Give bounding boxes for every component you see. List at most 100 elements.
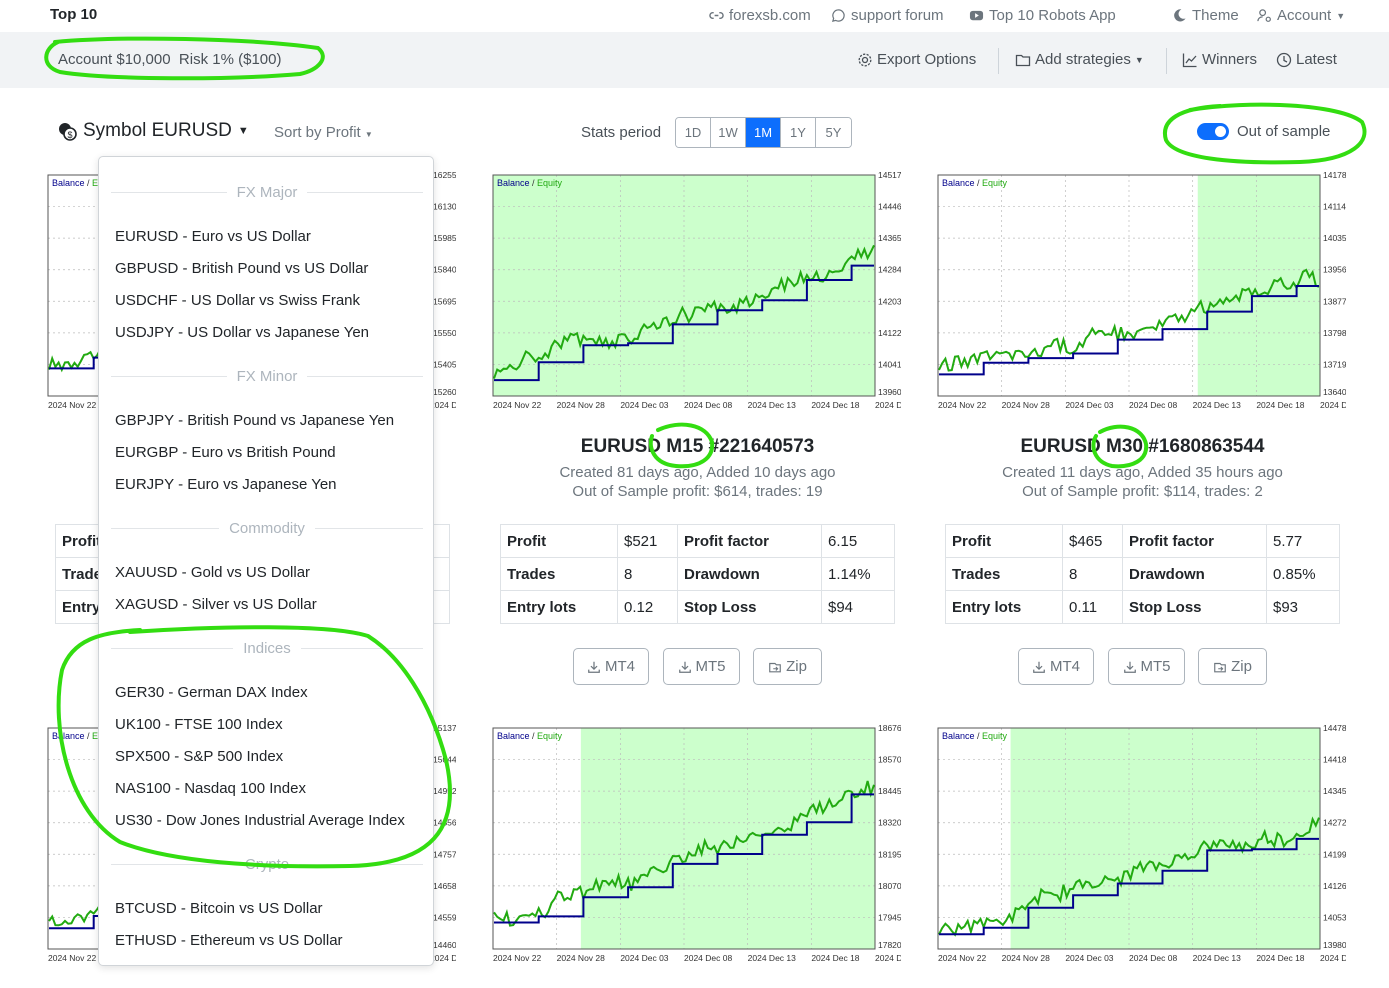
- x-tick-label: 2024 Dec 13: [748, 400, 796, 410]
- dropdown-item-nas100[interactable]: NAS100 - Nasdaq 100 Index: [115, 780, 306, 797]
- youtube-icon: [969, 10, 984, 21]
- theme-label: Theme: [1192, 7, 1239, 24]
- dropdown-item-gbpusd[interactable]: GBPUSD - British Pound vs US Dollar: [115, 260, 369, 277]
- theme-menu[interactable]: Theme: [1172, 7, 1239, 24]
- strategy-id: #1680863544: [1148, 436, 1265, 457]
- x-tick-label: 2024 Dec 23: [875, 953, 901, 963]
- y-tick-label: 18070: [878, 881, 901, 891]
- dropdown-item-uk100[interactable]: UK100 - FTSE 100 Index: [115, 716, 283, 733]
- chart-svg: Balance / Equity 14478 14418 14345 14272 1419…: [937, 725, 1346, 963]
- brand-title[interactable]: Top 10: [50, 6, 98, 23]
- winners-button[interactable]: Winners: [1182, 51, 1257, 68]
- dropdown-item-usdjpy[interactable]: USDJPY - US Dollar vs Japanese Yen: [115, 324, 370, 341]
- download-mt5-button[interactable]: MT5: [1108, 648, 1185, 685]
- support-forum-link[interactable]: support forum: [831, 7, 944, 24]
- group-header-label: FX Minor: [236, 368, 298, 385]
- robots-app-link[interactable]: Top 10 Robots App: [969, 7, 1116, 24]
- download-mt4-button[interactable]: MT4: [1018, 648, 1094, 685]
- y-tick-label: 14517: [878, 172, 901, 180]
- y-tick-label: 15405: [433, 359, 456, 369]
- plot-frame: [937, 727, 1321, 950]
- dropdown-item-btcusd[interactable]: BTCUSD - Bitcoin vs US Dollar: [115, 900, 323, 917]
- account-menu[interactable]: Account ▼: [1257, 7, 1345, 24]
- stat-key: Entry lots: [945, 590, 1063, 624]
- toggle-switch[interactable]: [1197, 123, 1229, 140]
- strategy-stats-table: Profit $521 Profit factor 6.15 Trades 8 …: [500, 524, 895, 624]
- latest-button[interactable]: Latest: [1276, 51, 1337, 68]
- strategy-stats-table: Profit $465 Profit factor 5.77 Trades 8 …: [945, 524, 1340, 624]
- y-tick-label: 13877: [1323, 296, 1346, 306]
- out-of-sample-toggle[interactable]: Out of sample: [1197, 123, 1330, 140]
- period-button-1d[interactable]: 1D: [676, 118, 711, 147]
- stat-key: Drawdown: [677, 557, 822, 591]
- out-of-sample-region: [580, 728, 875, 949]
- balance-equity-chart-3[interactable]: Balance / Equity 14178 14114 14035 13956 1387…: [936, 172, 1346, 412]
- equity-series-line: [493, 780, 875, 927]
- y-tick-label: 14658: [433, 881, 456, 891]
- y-tick-label: 14053: [1323, 912, 1346, 922]
- dropdown-item-ger30[interactable]: GER30 - German DAX Index: [115, 684, 308, 701]
- group-header-label: Commodity: [229, 520, 305, 537]
- balance-equity-chart-2[interactable]: Balance / Equity 14517 14446 14365 14284 1420…: [491, 172, 901, 412]
- add-strategies-button[interactable]: Add strategies ▼: [1015, 51, 1144, 68]
- dropdown-item-eurjpy[interactable]: EURJPY - Euro vs Japanese Yen: [115, 476, 337, 493]
- legend-balance: Balance: [497, 731, 530, 741]
- table-row: Trades 8 Drawdown 0.85%: [945, 557, 1340, 591]
- dropdown-item-ethusd[interactable]: ETHUSD - Ethereum vs US Dollar: [115, 932, 343, 949]
- dropdown-group-header: FX Major: [111, 184, 423, 201]
- caret-down-icon: ▼: [237, 125, 249, 137]
- y-tick-label: 13798: [1323, 328, 1346, 338]
- download-zip-button[interactable]: Zip: [753, 648, 822, 685]
- x-tick-label: 2024 Nov 28: [1002, 400, 1050, 410]
- export-options-button[interactable]: Export Options: [857, 51, 976, 68]
- dropdown-item-us30[interactable]: US30 - Dow Jones Industrial Average Inde…: [115, 812, 405, 829]
- dropdown-item-eurgbp[interactable]: EURGBP - Euro vs British Pound: [115, 444, 336, 461]
- sort-prefix: Sort by: [274, 124, 322, 141]
- download-icon: [1123, 661, 1136, 673]
- forexsb-link[interactable]: forexsb.com: [709, 7, 811, 24]
- strategy-title[interactable]: EURUSD M15 #221640573: [500, 436, 895, 458]
- y-tick-label: 14041: [878, 359, 901, 369]
- strategy-symbol: EURUSD: [1020, 436, 1101, 457]
- chart-svg: Balance / Equity 14517 14446 14365 14284 1420…: [492, 172, 901, 410]
- legend-balance: Balance: [497, 178, 530, 188]
- dropdown-item-xagusd[interactable]: XAGUSD - Silver vs US Dollar: [115, 596, 317, 613]
- dropdown-item-xauusd[interactable]: XAUUSD - Gold vs US Dollar: [115, 564, 311, 581]
- period-button-1y[interactable]: 1Y: [781, 118, 816, 147]
- period-button-5y[interactable]: 5Y: [816, 118, 851, 147]
- sort-dropdown-button[interactable]: Sort by Profit ▼: [274, 124, 373, 141]
- x-tick-label: 2024 Nov 22: [48, 953, 96, 963]
- balance-equity-chart-6[interactable]: Balance / Equity 14478 14418 14345 14272 1419…: [936, 725, 1346, 965]
- x-tick-label: 2024 Nov 22: [493, 400, 541, 410]
- stat-key: Profit factor: [1122, 524, 1267, 558]
- balance-equity-chart-5[interactable]: Balance / Equity 18676 18570 18445 18320 1819…: [491, 725, 901, 965]
- dropdown-item-usdchf[interactable]: USDCHF - US Dollar vs Swiss Frank: [115, 292, 361, 309]
- strategy-title[interactable]: EURUSD M30 #1680863544: [945, 436, 1340, 458]
- legend-sep: /: [530, 178, 538, 188]
- period-button-1w[interactable]: 1W: [711, 118, 746, 147]
- dropdown-item-eurusd[interactable]: EURUSD - Euro vs US Dollar: [115, 228, 311, 245]
- download-mt5-button[interactable]: MT5: [663, 648, 740, 685]
- download-zip-button[interactable]: Zip: [1198, 648, 1267, 685]
- y-tick-label: 13980: [1323, 940, 1346, 950]
- x-tick-label: 2024 Dec 23: [875, 400, 901, 410]
- legend-sep: /: [975, 178, 983, 188]
- download-mt4-button[interactable]: MT4: [573, 648, 649, 685]
- dropdown-item-spx500[interactable]: SPX500 - S&P 500 Index: [115, 748, 284, 765]
- stat-value: 8: [617, 557, 678, 591]
- chart-legend: Balance / Equity: [942, 178, 1008, 188]
- strategy-timeframe: M30: [1106, 436, 1143, 457]
- balance-series-line: [494, 264, 874, 382]
- dropdown-item-gbpjpy[interactable]: GBPJPY - British Pound vs Japanese Yen: [115, 412, 395, 429]
- stat-value: 0.85%: [1266, 557, 1340, 591]
- y-tick-label: 15985: [433, 233, 456, 243]
- symbol-dropdown-button[interactable]: $ Symbol EURUSD ▼: [57, 120, 249, 142]
- account-risk-text[interactable]: Account $10,000 Risk 1% ($100): [58, 51, 282, 68]
- strategy-symbol: EURUSD: [580, 436, 662, 457]
- group-header-label: Crypto: [244, 856, 290, 873]
- y-tick-label: 15260: [433, 387, 456, 397]
- divider: [998, 48, 999, 74]
- period-button-1m[interactable]: 1M: [746, 118, 781, 147]
- y-tick-label: 14757: [433, 849, 456, 859]
- x-tick-label: 2024 Dec 13: [1193, 953, 1241, 963]
